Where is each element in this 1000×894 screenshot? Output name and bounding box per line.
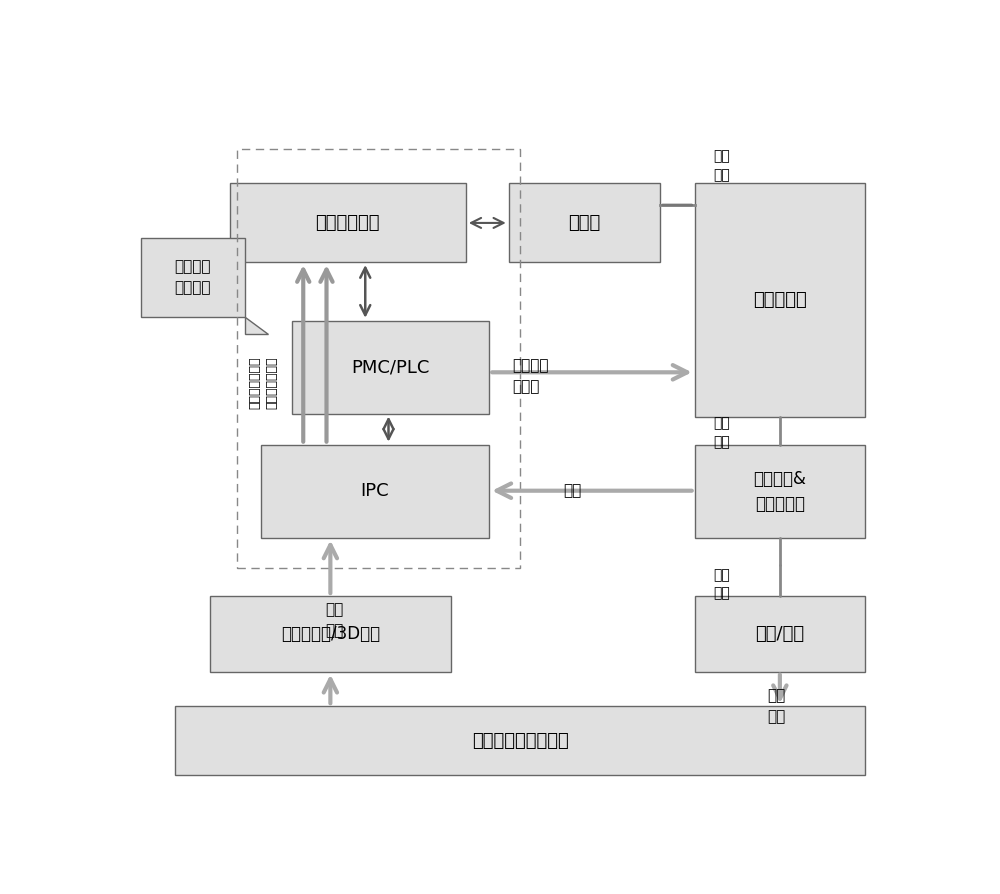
Text: 扫描
工件: 扫描 工件 [325,603,343,638]
Text: 在线补偿
处理系统: 在线补偿 处理系统 [175,259,211,296]
Bar [292,321,489,414]
Text: IPC: IPC [361,482,389,500]
Text: 机械
连接: 机械 连接 [713,417,730,449]
Bar [695,183,865,417]
Text: 工件（铝制结构件）: 工件（铝制结构件） [472,731,569,749]
Bar [695,444,865,537]
Polygon shape [245,317,268,334]
Text: 机械
连接: 机械 连接 [713,568,730,601]
Bar [509,183,660,262]
Text: 机械
连接: 机械 连接 [713,149,730,182]
Text: 白光扫描仪/3D相机: 白光扫描仪/3D相机 [281,625,380,643]
Bar [140,238,245,317]
Text: 钻削
加工: 钻削 加工 [767,688,785,724]
Text: PMC/PLC: PMC/PLC [351,358,430,376]
Bar [237,148,520,569]
Text: 钻削速度
钻削力: 钻削速度 钻削力 [512,358,549,393]
Text: 力传感器&
旋转编码器: 力传感器& 旋转编码器 [753,469,806,512]
Bar [175,706,865,775]
Text: 伺服电主轴: 伺服电主轴 [753,291,807,309]
Bar [230,183,466,262]
Text: 刀柄/刀具: 刀柄/刀具 [755,625,804,643]
Text: 刀具位置补偿量: 刀具位置补偿量 [249,357,262,409]
Text: 反馈: 反馈 [563,484,581,498]
Text: 机器人: 机器人 [568,214,600,232]
Text: 机器人控制器: 机器人控制器 [316,214,380,232]
Bar [261,444,489,537]
Bar [695,596,865,671]
Bar [210,596,450,671]
Text: 刀具姿态补偿量: 刀具姿态补偿量 [266,357,279,409]
